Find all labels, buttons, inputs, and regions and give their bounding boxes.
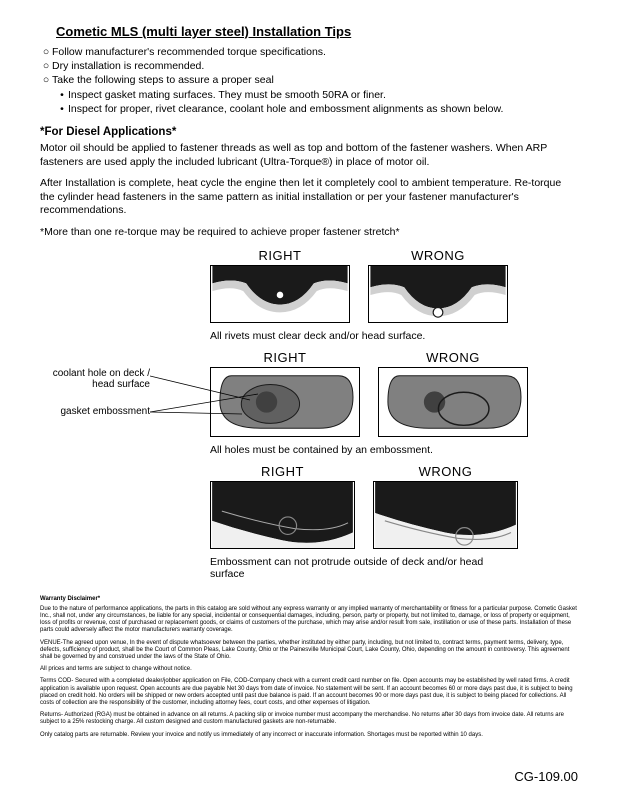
bullet-sub-item: Inspect gasket mating surfaces. They mus…	[68, 88, 386, 102]
caption-rivets: All rivets must clear deck and/or head s…	[210, 330, 578, 342]
diagram-hole-wrong	[378, 367, 528, 437]
diesel-heading: *For Diesel Applications*	[40, 126, 578, 138]
caption-holes: All holes must be contained by an emboss…	[210, 444, 578, 456]
diesel-para-3: *More than one re-torque may be required…	[40, 226, 578, 240]
callout-gasket: gasket embossment	[30, 406, 150, 418]
bullet-sub-item: Inspect for proper, rivet clearance, coo…	[68, 102, 503, 116]
diagram-rivet-wrong	[368, 265, 508, 323]
bullet-item: Take the following steps to assure a pro…	[52, 73, 274, 87]
diesel-para-1: Motor oil should be applied to fastener …	[40, 142, 578, 169]
label-right: RIGHT	[210, 350, 360, 365]
bullet-item: Dry installation is recommended.	[52, 59, 204, 73]
disclaimer-p: Only catalog parts are returnable. Revie…	[40, 732, 578, 739]
label-right: RIGHT	[210, 464, 355, 479]
diagram-rivet-right	[210, 265, 350, 323]
diagram-emboss-wrong	[373, 481, 518, 549]
warranty-disclaimer: Warranty Disclaimer* Due to the nature o…	[40, 596, 578, 739]
label-wrong: WRONG	[368, 248, 508, 263]
diesel-para-2: After Installation is complete, heat cyc…	[40, 177, 578, 218]
bullet-list: ○Follow manufacturer's recommended torqu…	[40, 45, 578, 116]
caption-emboss: Embossment can not protrude outside of d…	[210, 556, 510, 580]
document-title: Cometic MLS (multi layer steel) Installa…	[56, 24, 578, 39]
disclaimer-p: Due to the nature of performance applica…	[40, 606, 578, 635]
page-number: CG-109.00	[514, 769, 578, 784]
disclaimer-head: Warranty Disclaimer*	[40, 596, 578, 603]
disclaimer-p: Returns- Authorized (RGA) must be obtain…	[40, 712, 578, 726]
diagram-hole-right	[210, 367, 360, 437]
disclaimer-p: Terms COD- Secured with a completed deal…	[40, 678, 578, 707]
disclaimer-p: All prices and terms are subject to chan…	[40, 666, 578, 673]
label-right: RIGHT	[210, 248, 350, 263]
callout-coolant: coolant hole on deck / head surface	[30, 368, 150, 391]
bullet-item: Follow manufacturer's recommended torque…	[52, 45, 326, 59]
diagram-emboss-right	[210, 481, 355, 549]
disclaimer-p: VENUE-The agreed upon venue, In the even…	[40, 640, 578, 662]
label-wrong: WRONG	[373, 464, 518, 479]
label-wrong: WRONG	[378, 350, 528, 365]
